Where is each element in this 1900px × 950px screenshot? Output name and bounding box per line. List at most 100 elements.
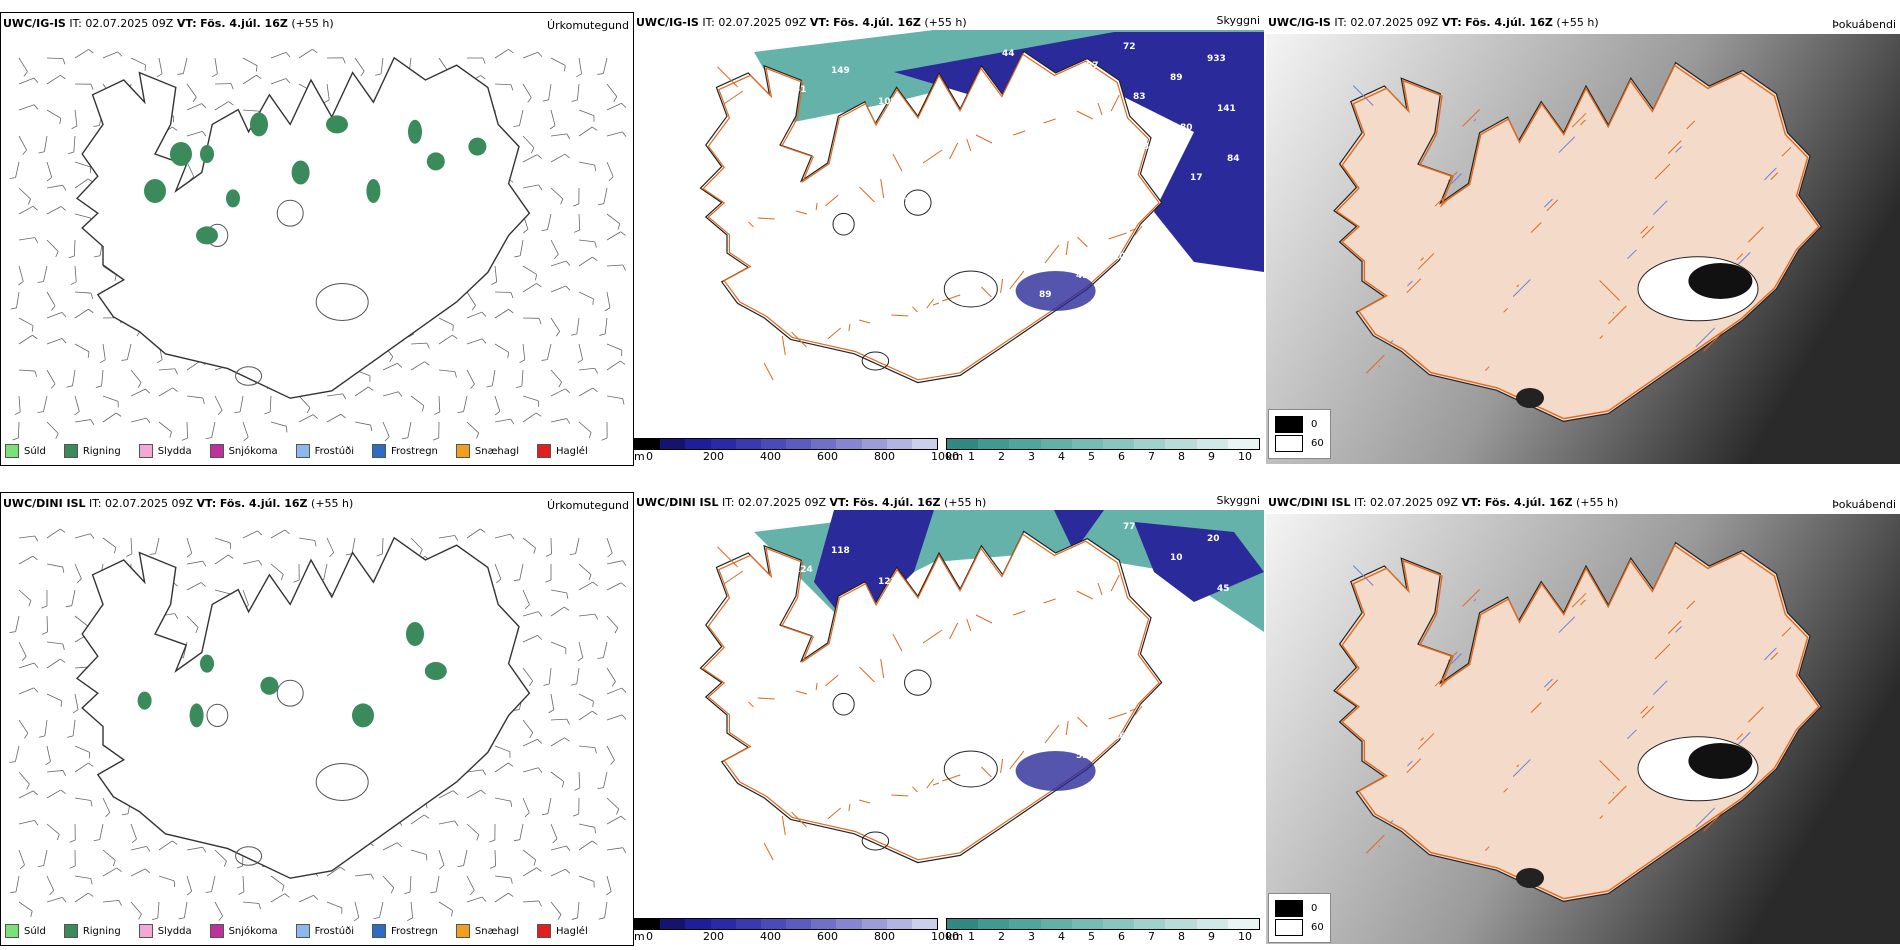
panel-title: Skyggni — [1216, 494, 1260, 507]
cloud-base-value: 932 — [1160, 283, 1179, 293]
cloud-base-value: 51 — [794, 85, 807, 95]
panel-title: Úrkomutegund — [547, 19, 629, 32]
valid-time: Fös. 4.júl. 16Z — [1465, 16, 1553, 29]
tick-label: 1 — [968, 930, 975, 943]
legend-label: 0 — [1311, 419, 1318, 430]
legend-swatch — [63, 444, 78, 458]
cloud-base-value: 44 — [1002, 49, 1015, 59]
lead-time: (+55 h) — [291, 17, 334, 30]
cloud-base-value: 119 — [1049, 80, 1068, 90]
precip-legend: Súld Rigning Slydda Snjókoma Frostúði Frostre… — [5, 443, 588, 459]
legend-swatch — [138, 444, 153, 458]
legend-label: Rigning — [82, 445, 121, 457]
legend-label: Snæhagl — [474, 445, 520, 457]
legend-label: Haglél — [556, 925, 588, 937]
legend-swatch — [5, 444, 19, 458]
cloud-base-value: 17 — [1190, 173, 1203, 183]
vt-label: VT: — [1441, 16, 1462, 29]
cloud-base-value: 109 — [878, 97, 897, 107]
tick-label: 600 — [817, 930, 838, 943]
unit-label: m — [634, 930, 645, 943]
cloud-base-ticks: m 0 200 400 600 800 1000 — [634, 930, 959, 944]
panel-header: UWC/DINI ISL IT: 02.07.2025 09Z VT: Fös.… — [3, 497, 353, 510]
valid-time: Fös. 4.júl. 16Z — [833, 16, 921, 29]
cloud-base-ticks: m 0 200 400 600 800 1000 — [634, 450, 959, 464]
init-time: IT: 02.07.2025 09Z — [1334, 16, 1439, 29]
visibility-ticks: km 1 2 3 4 5 6 7 8 9 10 — [946, 930, 1264, 944]
cloud-panel-2: UWC/DINI ISL IT: 02.07.2025 09Z VT: Fös.… — [634, 492, 1264, 944]
cloud-base-value: 402 — [935, 178, 954, 188]
visibility-colorbar — [946, 438, 1260, 450]
cloud-base-value: 46 — [1113, 732, 1126, 742]
valid-time: Fös. 4.júl. 16Z — [1484, 496, 1573, 509]
cloud-base-value: 79 — [841, 116, 854, 126]
cloud-base-value: 87 — [1086, 61, 1099, 71]
legend-swatch — [455, 444, 470, 458]
cloud-base-value: 128 — [982, 209, 1001, 219]
vt-label: VT: — [809, 16, 830, 29]
legend-swatch — [295, 444, 310, 458]
fog-map — [1266, 514, 1900, 944]
tick-label: 600 — [817, 450, 838, 463]
cloud-base-value: 77 — [851, 166, 864, 176]
cloud-base-value: 34 — [1143, 142, 1156, 152]
vt-label: VT: — [1461, 496, 1482, 509]
panel-title: Úrkomutegund — [547, 499, 629, 512]
cloud-base-value: 77 — [1123, 522, 1136, 532]
panel-title: Þokuábendi — [1832, 18, 1896, 31]
tick-label: 5 — [1088, 930, 1095, 943]
tick-label: 8 — [1178, 450, 1185, 463]
unit-label: m — [634, 450, 645, 463]
cloud-base-value: 20 — [1207, 534, 1220, 544]
cloud-base-value: 108 — [841, 596, 860, 606]
cloud-base-value: 84 — [1227, 154, 1240, 164]
legend-swatch — [295, 924, 310, 938]
tick-label: 10 — [1238, 450, 1252, 463]
cloud-base-value: 169 — [1066, 701, 1085, 711]
cloud-base-value: 46 — [1029, 720, 1042, 730]
cloud-base-value: 72 — [1123, 42, 1136, 52]
cloud-visibility-map: 96 118 121 11 10 16 169 46 24 20 124 108 78 85 100 46 55… — [699, 510, 1264, 864]
tick-label: 200 — [703, 930, 724, 943]
tick-label: 1000 — [931, 930, 959, 943]
legend-swatch — [63, 924, 78, 938]
legend-label: 60 — [1311, 922, 1324, 933]
cloud-base-value: 89 — [1170, 73, 1183, 83]
cloud-base-value: 89 — [925, 128, 938, 138]
legend-label: Frostregn — [391, 445, 438, 457]
legend-swatch — [1275, 900, 1303, 917]
legend-item: Slydda — [138, 444, 192, 458]
legend-label: Snjókoma — [228, 445, 278, 457]
legend-label: Rigning — [82, 925, 121, 937]
precip-panel-2: UWC/DINI ISL IT: 02.07.2025 09Z VT: Fös.… — [0, 492, 634, 946]
tick-label: 1000 — [931, 450, 959, 463]
cloud-base-value: 423 — [861, 216, 880, 226]
tick-label: 9 — [1208, 450, 1215, 463]
legend-item: Súld — [5, 924, 46, 938]
vt-label: VT: — [829, 496, 850, 509]
legend-item: Frostregn — [372, 444, 438, 458]
cloud-base-value: 124 — [794, 565, 813, 575]
vt-label: VT: — [196, 497, 217, 510]
precip-map — [9, 528, 627, 922]
cloud-base-value: 89 — [1039, 290, 1052, 300]
tick-label: 400 — [760, 930, 781, 943]
legend-label: Snæhagl — [474, 925, 520, 937]
legend-swatch — [138, 924, 153, 938]
cloud-base-value: 80 — [1180, 123, 1193, 133]
cloud-base-value: 933 — [1207, 54, 1226, 64]
init-time: IT: 02.07.2025 09Z — [69, 17, 174, 30]
tick-label: 0 — [646, 450, 653, 463]
panel-title: Skyggni — [1216, 14, 1260, 27]
tick-label: 6 — [1118, 930, 1125, 943]
panel-title: Þokuábendi — [1832, 498, 1896, 511]
tick-label: 10 — [1238, 930, 1252, 943]
legend-swatch — [209, 924, 224, 938]
legend-label: 0 — [1311, 903, 1318, 914]
legend-item: Frostúði — [295, 924, 354, 938]
legend-item: Rigning — [63, 924, 121, 938]
unit-label: km — [946, 930, 964, 943]
model-name: UWC/IG-IS — [3, 17, 66, 30]
tick-label: 3 — [1028, 930, 1035, 943]
valid-time: Fös. 4.júl. 16Z — [852, 496, 941, 509]
